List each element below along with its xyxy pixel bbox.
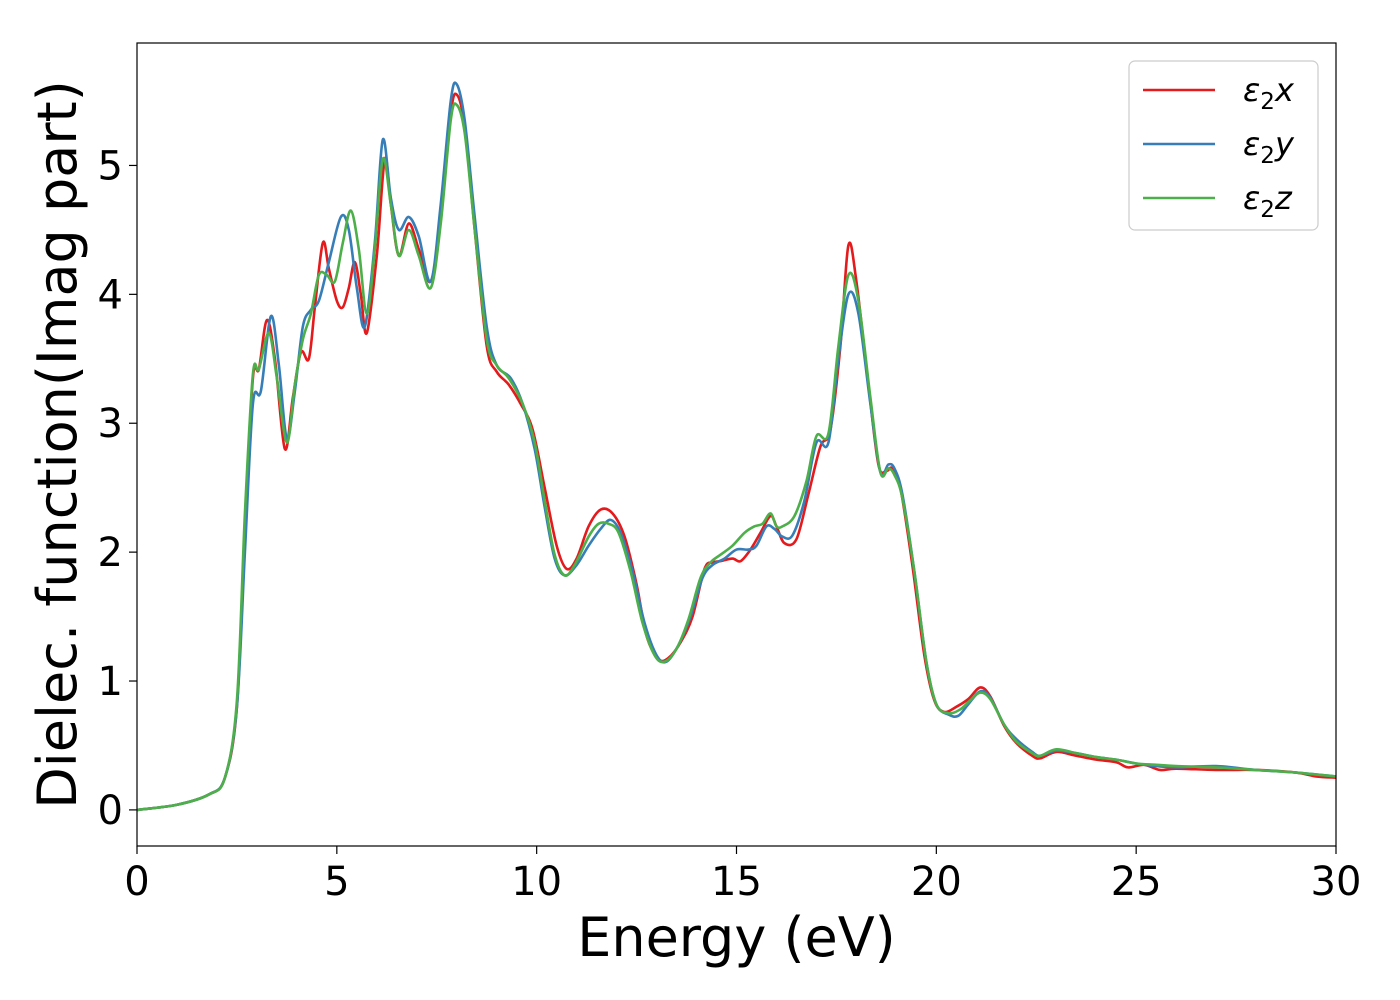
x-tick-label: 10 (511, 859, 562, 905)
y-tick-label: 0 (98, 788, 123, 834)
x-axis-ticks: 0 5 10 15 20 25 30 (124, 846, 1361, 905)
legend: ε2x ε2y ε2z (1128, 60, 1319, 231)
legend-label: ε2y (1243, 125, 1295, 169)
x-tick-label: 25 (1111, 859, 1162, 905)
y-tick-label: 3 (98, 401, 123, 447)
x-tick-label: 15 (711, 859, 762, 905)
legend-item-z: ε2z (1143, 179, 1293, 223)
legend-item-y: ε2y (1143, 125, 1295, 169)
x-tick-label: 30 (1311, 859, 1362, 905)
legend-label: ε2z (1243, 179, 1293, 223)
y-axis-label: Dielec. function(Imag part) (26, 80, 89, 809)
x-tick-label: 20 (911, 859, 962, 905)
legend-label: ε2x (1243, 71, 1295, 115)
y-tick-label: 1 (98, 659, 123, 705)
series-line-z (137, 102, 1336, 812)
y-axis-ticks: 0 1 2 3 4 5 (98, 143, 137, 834)
x-tick-label: 5 (324, 859, 349, 905)
x-tick-label: 0 (124, 859, 149, 905)
y-tick-label: 4 (98, 272, 123, 318)
y-tick-label: 2 (98, 530, 123, 576)
x-axis-label: Energy (eV) (577, 906, 896, 969)
y-tick-label: 5 (98, 143, 123, 189)
series-layer (137, 81, 1336, 812)
legend-box (1128, 60, 1319, 231)
legend-item-x: ε2x (1143, 71, 1295, 115)
